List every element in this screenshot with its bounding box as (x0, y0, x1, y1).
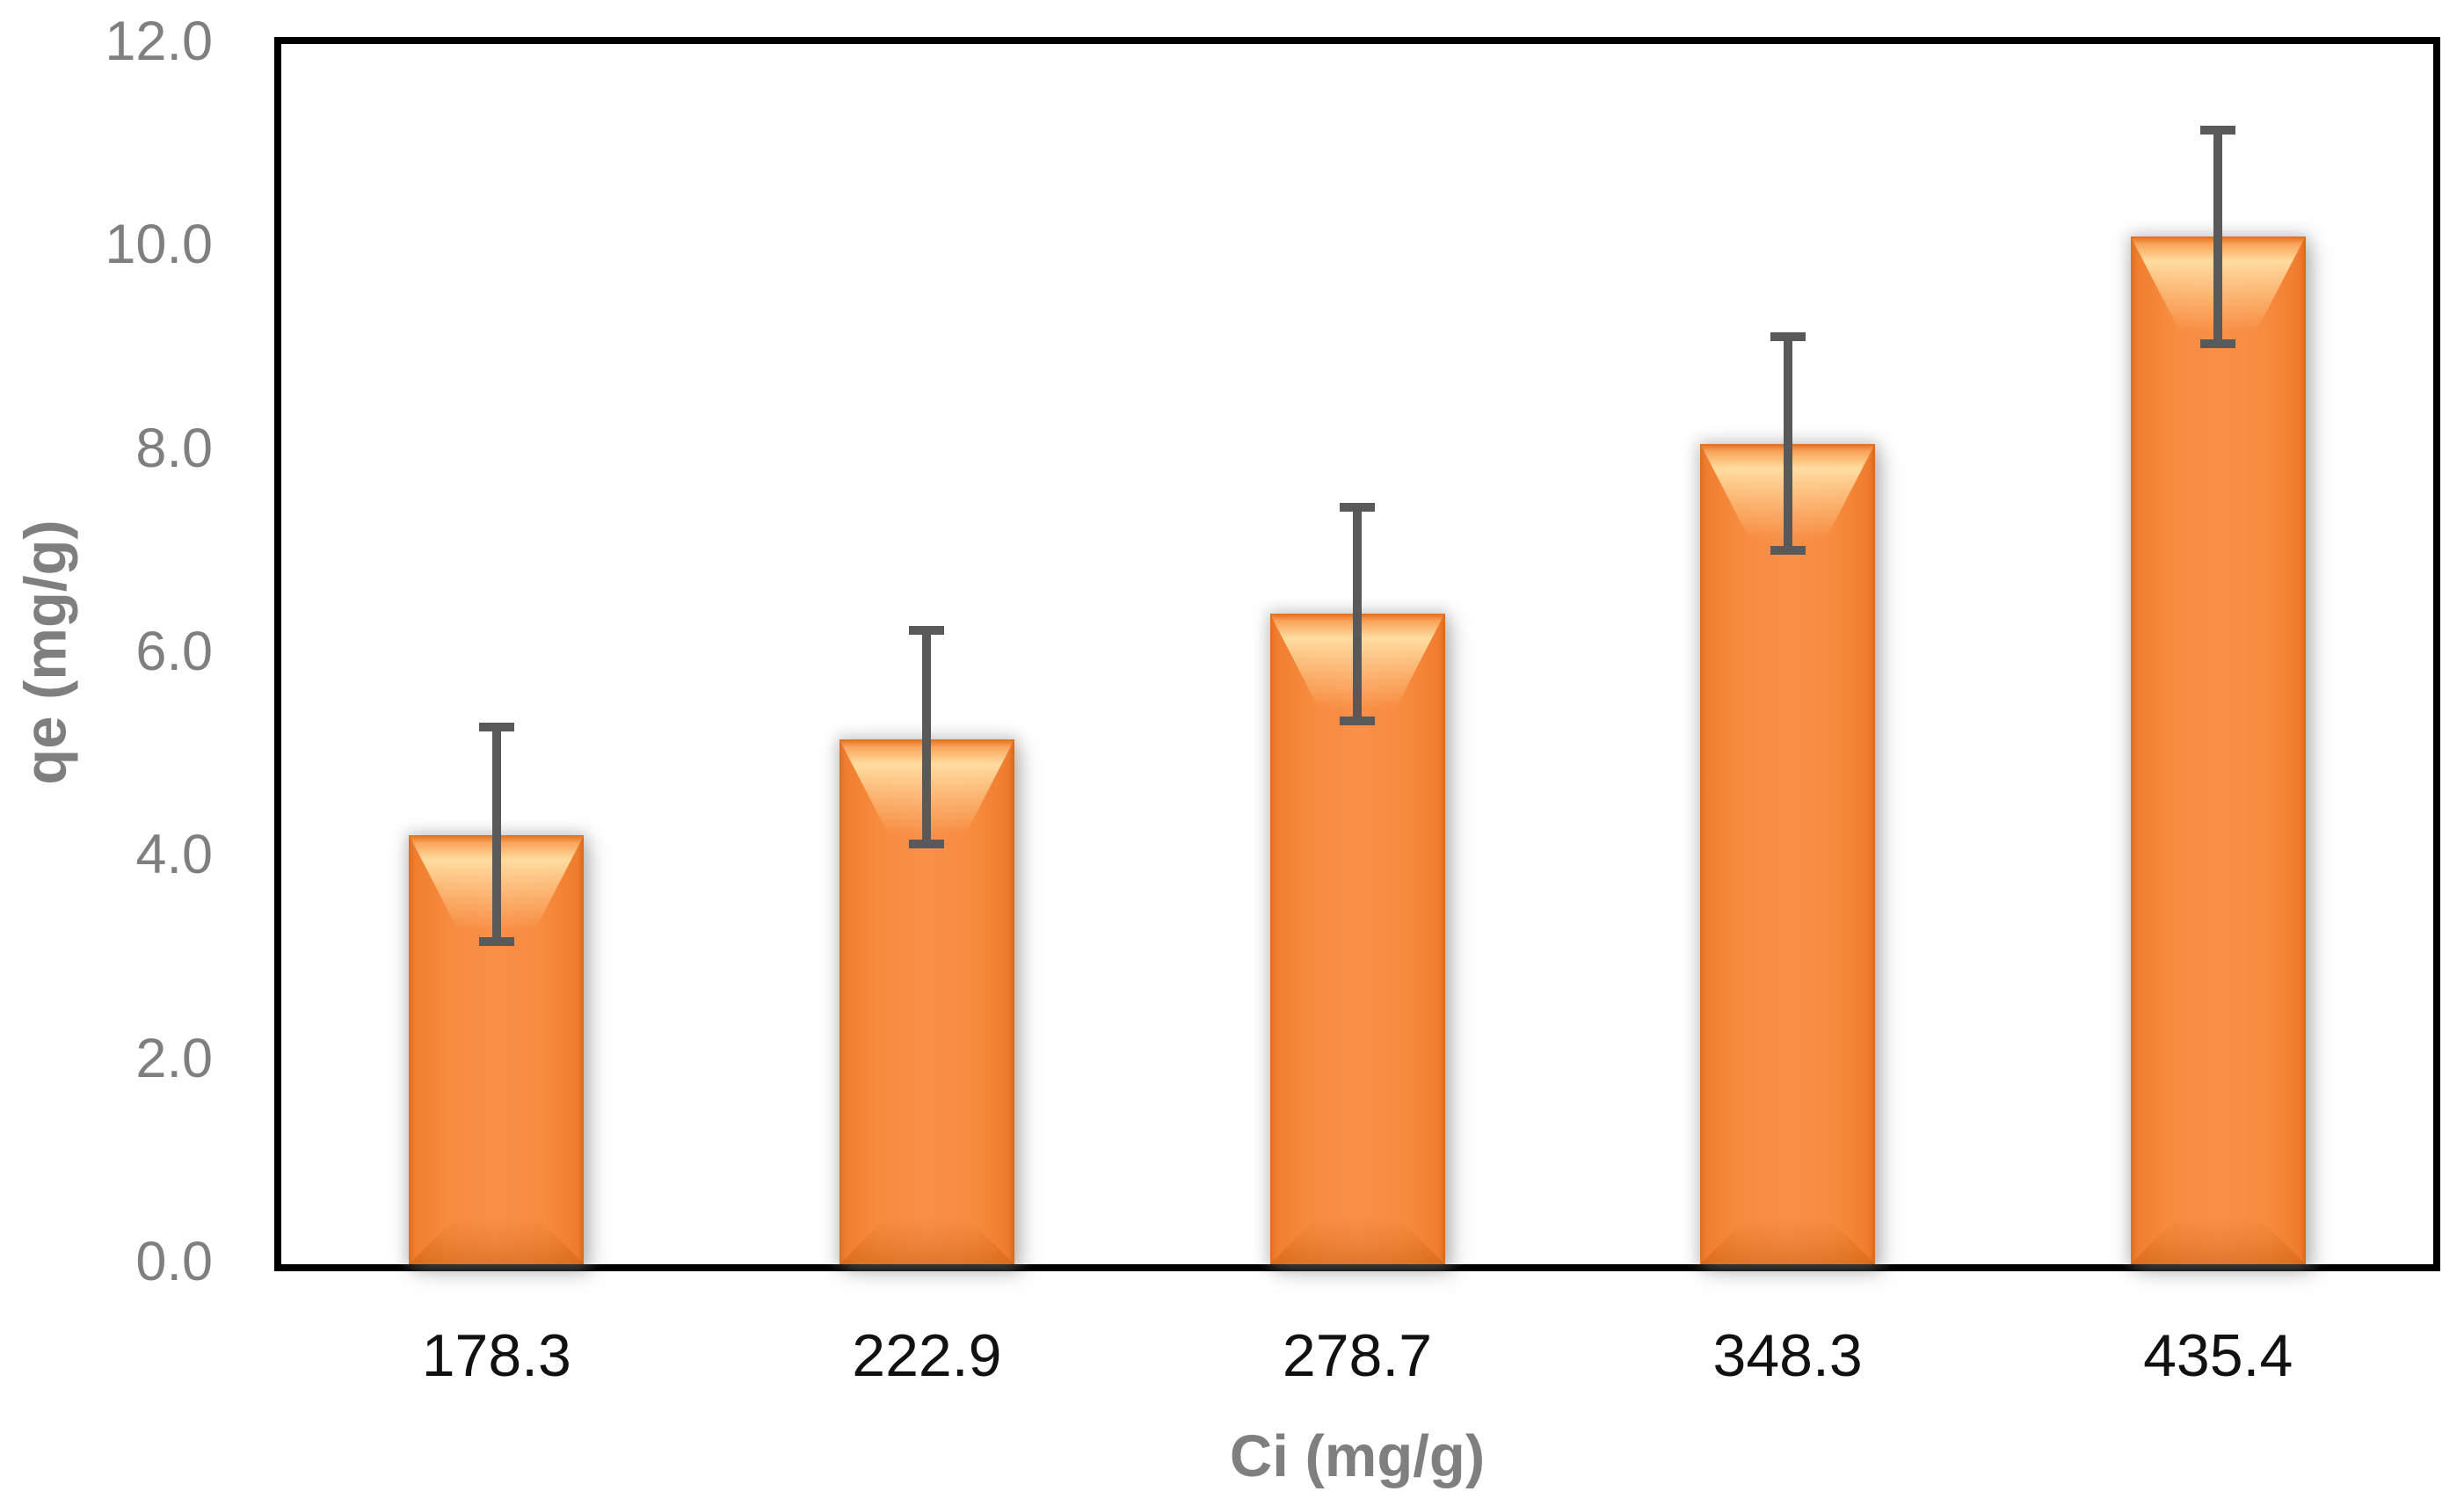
error-bar-line (1353, 507, 1362, 722)
error-bar-line (922, 630, 932, 845)
plot-area (274, 37, 2440, 1271)
x-tick-label: 278.7 (1282, 1322, 1433, 1389)
error-bar-line (491, 727, 501, 942)
bar-bevel-shadow (1269, 1216, 1445, 1264)
x-tick-label: 348.3 (1712, 1322, 1863, 1389)
x-tick-label: 178.3 (421, 1322, 571, 1389)
bar-bevel-shadow (1700, 1216, 1876, 1264)
bar-series (281, 44, 2433, 1264)
error-bar-cap-bottom (1770, 546, 1806, 556)
x-axis-title: Ci (mg/g) (1229, 1423, 1486, 1489)
bar (1700, 443, 1876, 1264)
y-tick-label: 0.0 (135, 1231, 213, 1293)
y-tick-label: 6.0 (135, 621, 213, 683)
y-tick-label: 4.0 (135, 824, 213, 886)
x-tick-label: 435.4 (2143, 1322, 2293, 1389)
bar-bevel-shadow (839, 1216, 1014, 1264)
error-bar-cap-top (1340, 503, 1375, 513)
error-bar-cap-top (1770, 332, 1806, 342)
error-bar-cap-bottom (909, 840, 945, 849)
error-bar-line (2213, 130, 2223, 345)
bar (409, 834, 585, 1264)
y-tick-label: 2.0 (135, 1027, 213, 1089)
x-tick-label: 222.9 (852, 1322, 1002, 1389)
error-bar-cap-bottom (2200, 339, 2236, 349)
y-tick-label: 10.0 (105, 214, 213, 276)
bar (2130, 236, 2306, 1264)
error-bar-line (1783, 337, 1792, 550)
error-bar-cap-top (909, 626, 945, 636)
bar-bevel-shadow (409, 1216, 585, 1264)
y-tick-label: 12.0 (105, 11, 213, 73)
error-bar-cap-top (478, 723, 514, 732)
error-bar-cap-bottom (1340, 717, 1375, 726)
error-bar-cap-top (2200, 126, 2236, 135)
y-tick-label: 8.0 (135, 417, 213, 479)
error-bar-cap-bottom (478, 937, 514, 947)
bar-bevel-shadow (2130, 1216, 2306, 1264)
